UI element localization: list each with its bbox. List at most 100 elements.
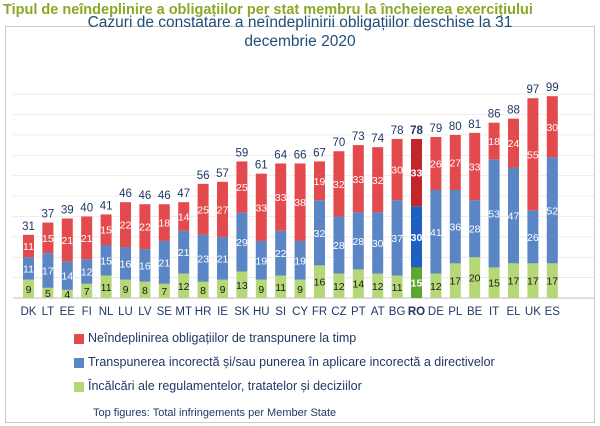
category-label: LU	[118, 306, 133, 318]
bar-segment-blue-cz	[333, 216, 345, 274]
total-label: 56	[197, 170, 210, 182]
segment-value-label: 11	[101, 282, 112, 294]
category-label: AT	[371, 306, 385, 318]
segment-value-label: 21	[81, 233, 93, 245]
total-label: 41	[100, 200, 113, 212]
segment-value-label: 17	[527, 276, 539, 288]
legend-label: Încălcări ale regulamentelor, tratatelor…	[88, 379, 362, 393]
bar-segment-green-de	[430, 273, 442, 298]
bar-segment-red-uk	[527, 98, 539, 211]
bar-segment-red-fr	[314, 161, 325, 201]
bar-segment-red-si	[275, 163, 287, 231]
bar-segment-green-lu	[120, 279, 131, 298]
category-label: CY	[292, 306, 308, 318]
segment-value-label: 41	[430, 227, 442, 239]
segment-value-label: 33	[411, 168, 423, 180]
bar-segment-red-cz	[333, 151, 345, 217]
bar-segment-blue-fi	[81, 259, 93, 284]
bar-segment-blue-bg	[391, 200, 403, 276]
bar-segment-blue-se	[158, 240, 170, 284]
bar-segment-red-de	[430, 136, 442, 190]
bar-segment-blue-hu	[255, 240, 267, 280]
bar-segment-red-ee	[61, 218, 73, 262]
bar-segment-blue-sk	[236, 212, 248, 272]
segment-value-label: 20	[469, 273, 481, 285]
total-label: 80	[449, 121, 462, 133]
segment-value-label: 5	[45, 288, 51, 300]
category-label: EE	[60, 306, 76, 318]
segment-value-label: 11	[23, 241, 34, 253]
segment-value-label: 12	[372, 281, 384, 293]
total-label: 64	[274, 149, 287, 161]
bar-segment-blue-ro	[411, 206, 422, 268]
bar-segment-blue-cy	[294, 240, 306, 280]
segment-value-label: 18	[158, 218, 170, 230]
segment-value-label: 22	[120, 220, 132, 232]
segment-value-label: 32	[333, 179, 345, 191]
segment-value-label: 9	[297, 284, 303, 296]
category-label: UK	[525, 306, 541, 318]
bar-segment-red-dk	[23, 234, 34, 258]
bar-segment-blue-nl	[100, 245, 112, 276]
bar-segment-green-fi	[81, 283, 93, 298]
bar-segment-green-si	[275, 275, 287, 298]
segment-value-label: 12	[333, 281, 345, 293]
bar-segment-green-ie	[217, 279, 228, 298]
segment-value-label: 28	[469, 224, 481, 236]
legend-swatch-green	[74, 382, 84, 392]
bar-segment-blue-lt	[42, 253, 54, 288]
bar-segment-green-pt	[352, 269, 364, 298]
segment-value-label: 29	[236, 237, 248, 249]
chart-title: Cazuri de constatare a neîndeplinirii ob…	[0, 13, 600, 51]
segment-value-label: 32	[314, 228, 326, 240]
bar-segment-red-sk	[236, 161, 248, 213]
bar-segment-blue-es	[546, 157, 558, 264]
segment-value-label: 19	[314, 176, 326, 188]
chart-title-line-2: decembrie 2020	[244, 33, 356, 50]
segment-value-label: 7	[84, 286, 90, 298]
segment-value-label: 12	[430, 281, 442, 293]
total-label: 99	[546, 82, 559, 94]
segment-value-label: 37	[391, 233, 403, 245]
bar-segment-blue-uk	[527, 210, 539, 264]
bar-segment-red-lu	[120, 202, 131, 248]
segment-value-label: 21	[178, 247, 190, 259]
bar-segment-red-pl	[449, 134, 461, 190]
segment-value-label: 25	[197, 204, 209, 216]
bar-segment-green-be	[469, 257, 481, 298]
segment-value-label: 21	[158, 257, 170, 269]
segment-value-label: 14	[178, 211, 190, 223]
segment-value-label: 23	[197, 253, 209, 265]
bar-segment-red-cy	[294, 163, 306, 241]
bar-segment-blue-de	[430, 189, 442, 274]
category-label: CZ	[331, 306, 346, 318]
total-label: 46	[119, 188, 132, 200]
bar-segment-blue-dk	[23, 257, 34, 280]
bar-segment-red-hr	[197, 183, 209, 235]
bar-segment-red-lv	[139, 204, 151, 250]
segment-value-label: 30	[372, 238, 384, 250]
bar-segment-green-dk	[23, 279, 34, 298]
segment-value-label: 12	[81, 267, 93, 279]
bar-segment-green-nl	[100, 275, 112, 298]
segment-value-label: 33	[275, 192, 287, 204]
bar-segment-red-at	[372, 147, 384, 213]
segment-value-label: 22	[139, 222, 151, 234]
bar-segment-green-se	[158, 283, 170, 298]
total-label: 46	[158, 190, 171, 202]
total-label: 31	[22, 221, 35, 233]
category-label: PL	[448, 306, 463, 318]
segment-value-label: 9	[123, 284, 129, 296]
category-label: IT	[489, 306, 499, 318]
segment-value-label: 26	[527, 232, 539, 244]
bar-segment-red-ie	[217, 181, 228, 237]
segment-value-label: 17	[546, 276, 558, 288]
total-label: 66	[294, 149, 307, 161]
segment-value-label: 14	[61, 271, 73, 283]
bar-segment-red-mt	[178, 202, 190, 231]
bar-segment-green-hr	[197, 281, 209, 298]
segment-value-label: 32	[372, 175, 384, 187]
bar-segment-green-at	[372, 273, 384, 298]
category-label: NL	[99, 306, 114, 318]
